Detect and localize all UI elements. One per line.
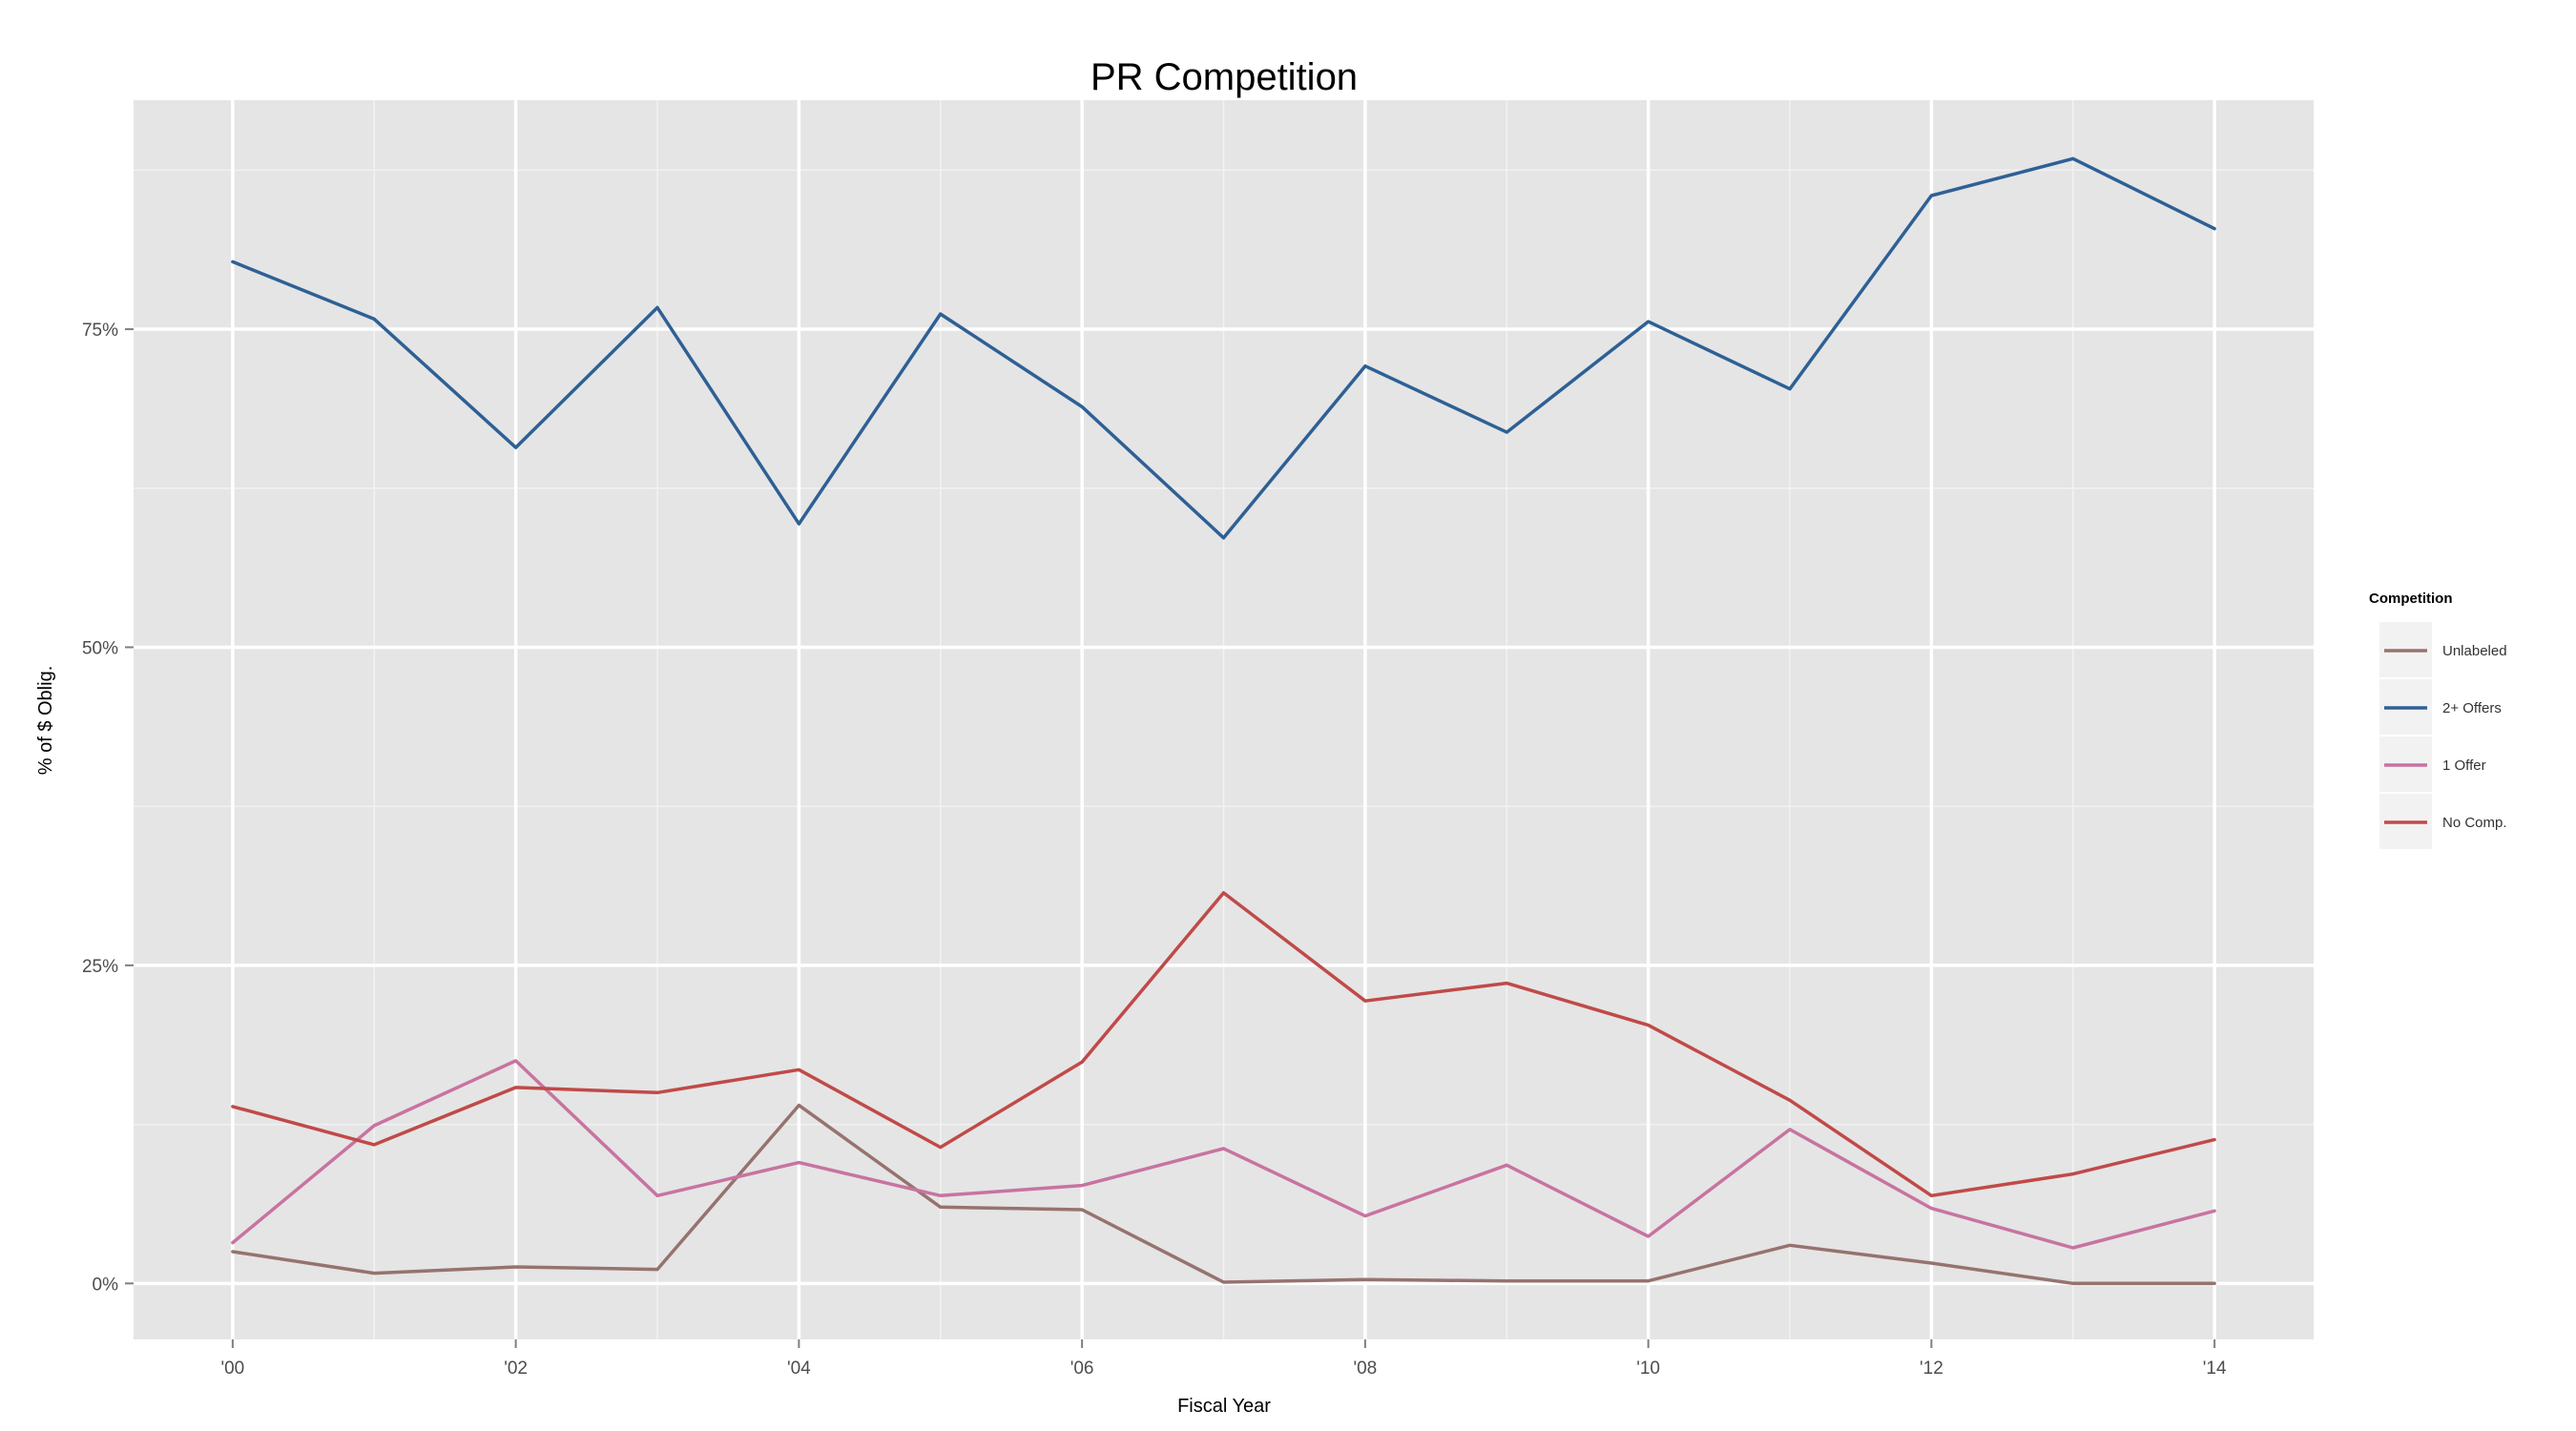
x-tick-label: '02 <box>504 1358 528 1379</box>
series-line-1-offer <box>231 1059 2216 1250</box>
x-tick-label: '12 <box>1920 1358 1943 1379</box>
y-axis: 0% 25% 50% 75% <box>82 321 134 1295</box>
legend-title: Competition <box>2369 591 2453 607</box>
x-tick-label: '08 <box>1353 1358 1377 1379</box>
legend-label-no-comp: No Comp. <box>2442 815 2507 831</box>
y-tick-label: 0% <box>93 1275 119 1295</box>
y-tick-label: 25% <box>82 957 118 977</box>
series-lines <box>231 156 2216 1286</box>
series-line-2-offers <box>231 156 2216 540</box>
legend-label-unlabeled: Unlabeled <box>2442 643 2507 659</box>
x-tick-label: '06 <box>1070 1358 1094 1379</box>
gridlines <box>134 100 2314 1339</box>
series-line-unlabeled <box>231 1103 2216 1286</box>
x-tick-label: '00 <box>220 1358 244 1379</box>
series-line-no-comp <box>231 891 2216 1198</box>
x-axis-title: Fiscal Year <box>1177 1396 1271 1417</box>
y-axis-title: % of $ Oblig. <box>35 666 56 776</box>
legend: Competition Unlabeled 2+ Offers 1 Offer No … <box>2369 591 2507 849</box>
legend-label-2-offers: 2+ Offers <box>2442 700 2502 716</box>
chart-title: PR Competition <box>1091 56 1358 98</box>
legend-label-1-offer: 1 Offer <box>2442 757 2486 774</box>
x-tick-label: '14 <box>2203 1358 2227 1379</box>
y-tick-label: 75% <box>82 321 118 341</box>
x-tick-label: '04 <box>787 1358 811 1379</box>
x-tick-label: '10 <box>1636 1358 1660 1379</box>
y-tick-label: 50% <box>82 638 118 658</box>
x-axis: '00 '02 '04 '06 '08 '10 '12 '14 <box>220 1339 2227 1379</box>
